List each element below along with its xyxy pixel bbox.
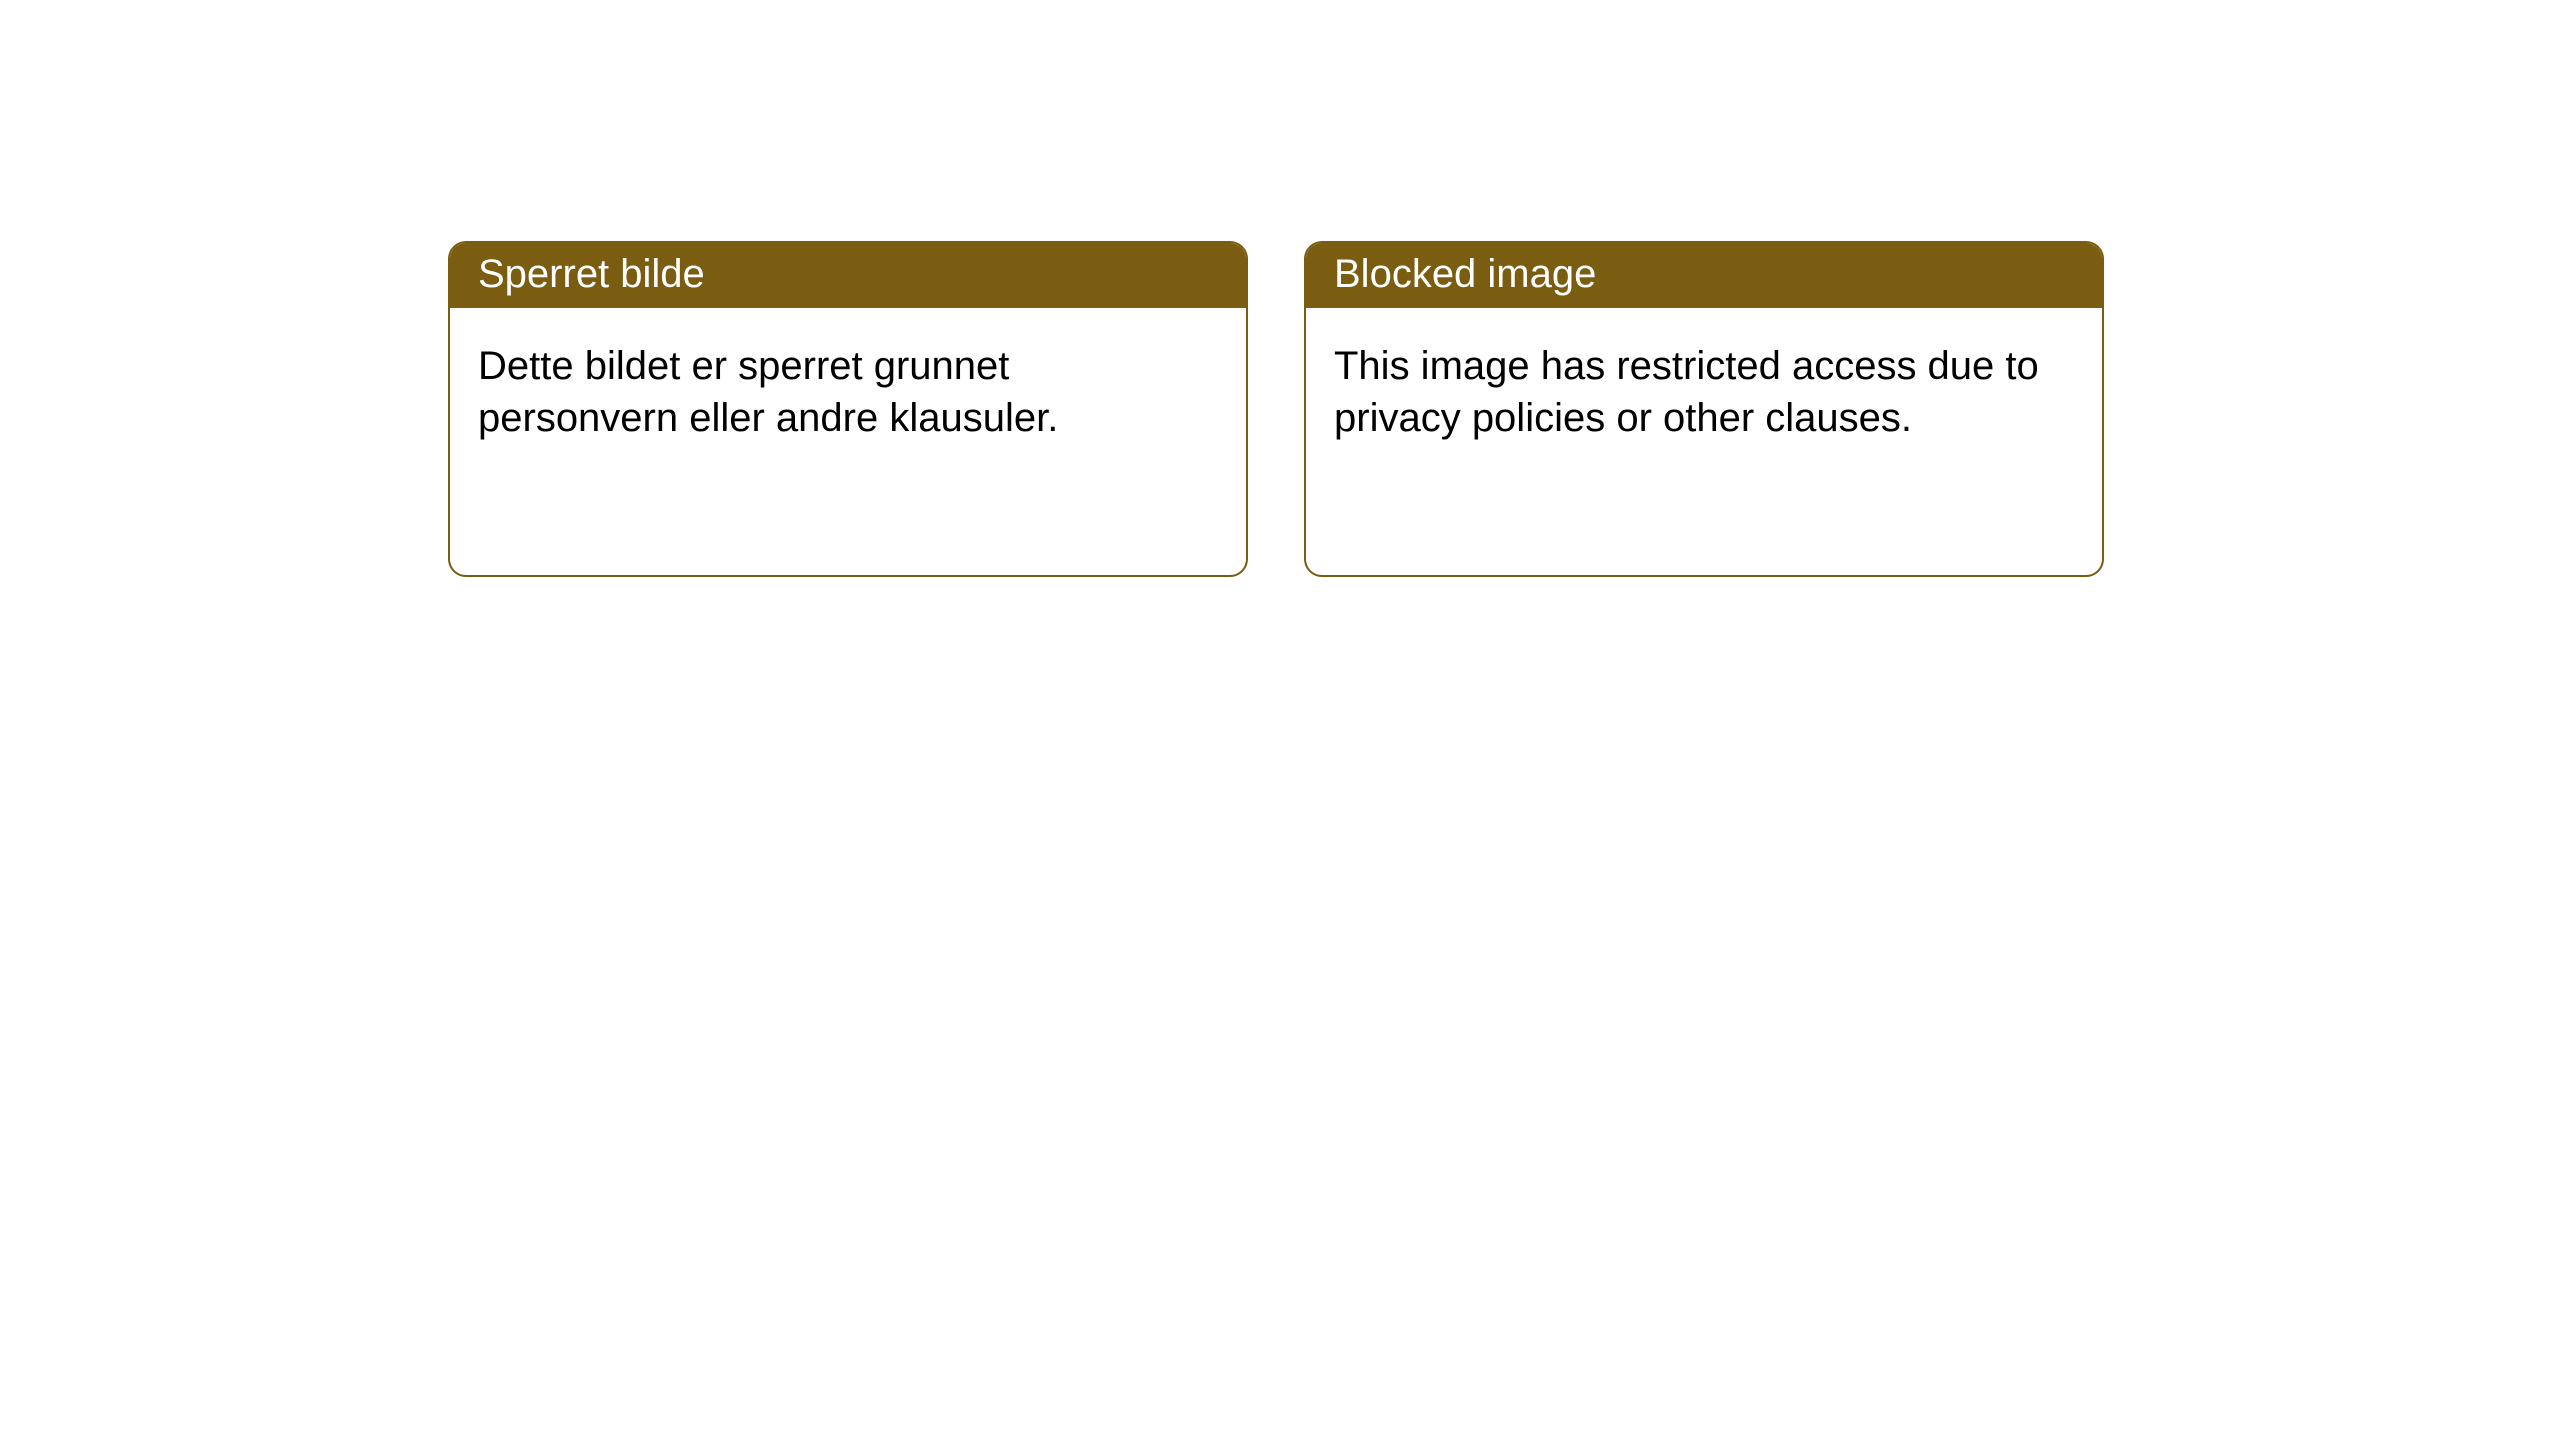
- card-title: Blocked image: [1306, 243, 2102, 308]
- card-body: This image has restricted access due to …: [1306, 308, 2102, 476]
- card-body: Dette bildet er sperret grunnet personve…: [450, 308, 1246, 476]
- notice-card-english: Blocked image This image has restricted …: [1304, 241, 2104, 577]
- notice-card-norwegian: Sperret bilde Dette bildet er sperret gr…: [448, 241, 1248, 577]
- notice-cards-container: Sperret bilde Dette bildet er sperret gr…: [448, 241, 2104, 577]
- card-title: Sperret bilde: [450, 243, 1246, 308]
